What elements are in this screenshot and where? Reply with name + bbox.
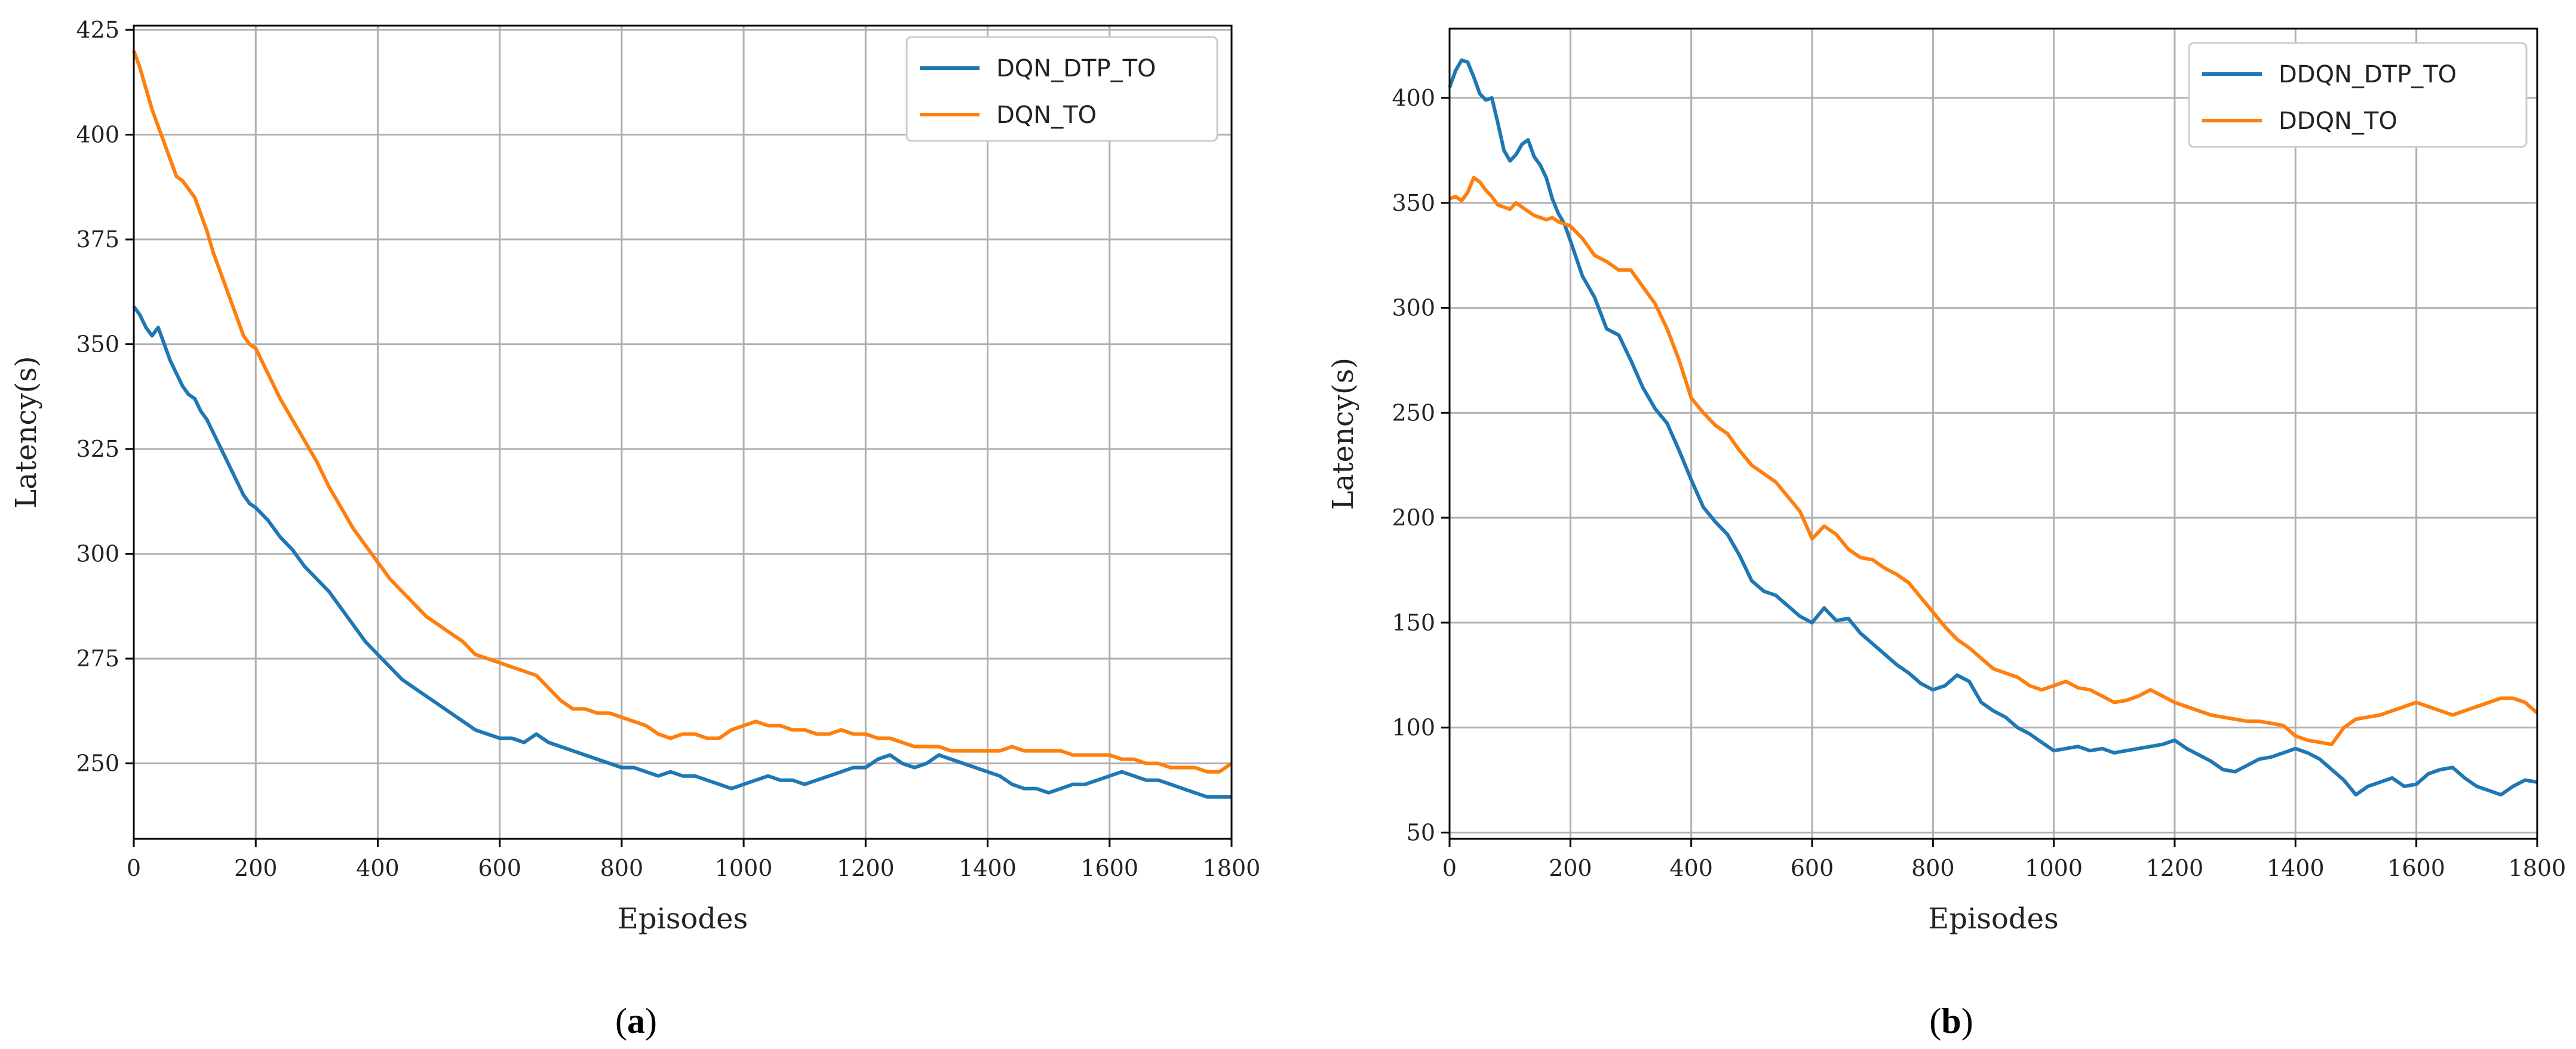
x-tick-label: 1400 xyxy=(2267,855,2325,881)
y-tick-label: 200 xyxy=(1392,504,1435,531)
x-tick-label: 200 xyxy=(234,855,278,881)
plot-frame xyxy=(133,24,1233,840)
y-tick-label: 400 xyxy=(1392,85,1435,111)
legend-label: DDQN_DTP_TO xyxy=(2279,61,2457,88)
x-tick-label: 1000 xyxy=(2025,855,2083,881)
x-tick-label: 800 xyxy=(600,855,644,881)
series-line-dqn-dtp-to xyxy=(132,305,1232,799)
x-tick-label: 1800 xyxy=(2509,855,2566,881)
x-tick-label: 1600 xyxy=(1080,855,1138,881)
legend: DDQN_DTP_TO DDQN_TO xyxy=(2188,42,2528,148)
x-tick-label: 1600 xyxy=(2387,855,2445,881)
legend: DQN_DTP_TO DQN_TO xyxy=(905,36,1218,142)
x-tick-label: 1200 xyxy=(2146,855,2204,881)
y-tick-label: 300 xyxy=(76,541,119,567)
series-line-dqn-to xyxy=(132,50,1233,774)
y-tick-label: 375 xyxy=(76,226,119,253)
x-tick-label: 0 xyxy=(127,855,141,881)
x-tick-label: 1800 xyxy=(1203,855,1261,881)
y-tick-label: 350 xyxy=(76,331,119,358)
x-tick-label: 200 xyxy=(1549,855,1592,881)
y-axis-label: Latency(s) xyxy=(10,356,43,508)
y-tick-label: 425 xyxy=(76,17,119,43)
plot-frame xyxy=(1448,27,2538,840)
y-tick-label: 275 xyxy=(76,645,119,672)
y-tick-label: 150 xyxy=(1392,610,1435,636)
series-line-ddqn-dtp-to xyxy=(1448,58,2538,797)
x-tick-label: 800 xyxy=(1911,855,1955,881)
y-tick-label: 300 xyxy=(1392,295,1435,321)
x-axis-label: Episodes xyxy=(1928,902,2058,936)
y-tick-label: 350 xyxy=(1392,190,1435,216)
grid-a xyxy=(133,26,1233,839)
x-tick-label: 1400 xyxy=(959,855,1017,881)
chart-panel-b: 0 200 400 600 800 1000 1200 1400 1600 1800 50 100 15… xyxy=(1327,27,2566,936)
x-tick-label: 600 xyxy=(1791,855,1834,881)
x-tick-label: 1200 xyxy=(837,855,895,881)
y-tick-label: 250 xyxy=(1392,399,1435,426)
y-tick-label: 50 xyxy=(1407,819,1435,845)
y-tick-label: 325 xyxy=(76,436,119,462)
legend-label: DDQN_TO xyxy=(2279,107,2397,135)
series-line-ddqn-to xyxy=(1448,176,2538,746)
y-tick-label: 400 xyxy=(76,122,119,148)
x-axis-label: Episodes xyxy=(618,902,748,936)
x-tick-label: 400 xyxy=(1669,855,1713,881)
chart-panel-a: 0 200 400 600 800 1000 1200 1400 1600 1800 250 275 3… xyxy=(10,17,1260,936)
legend-label: DQN_DTP_TO xyxy=(996,55,1156,82)
caption-a: (a) xyxy=(615,1001,657,1041)
legend-box xyxy=(905,36,1218,142)
x-tick-label: 0 xyxy=(1442,855,1457,881)
y-tick-label: 250 xyxy=(76,750,119,777)
caption-b: (b) xyxy=(1929,1001,1973,1041)
y-tick-label: 100 xyxy=(1392,715,1435,741)
legend-box xyxy=(2188,42,2528,148)
x-tick-label: 1000 xyxy=(715,855,773,881)
x-tick-label: 400 xyxy=(356,855,400,881)
x-tick-label: 600 xyxy=(478,855,521,881)
y-axis-label: Latency(s) xyxy=(1327,358,1360,510)
legend-label: DQN_TO xyxy=(996,101,1097,129)
